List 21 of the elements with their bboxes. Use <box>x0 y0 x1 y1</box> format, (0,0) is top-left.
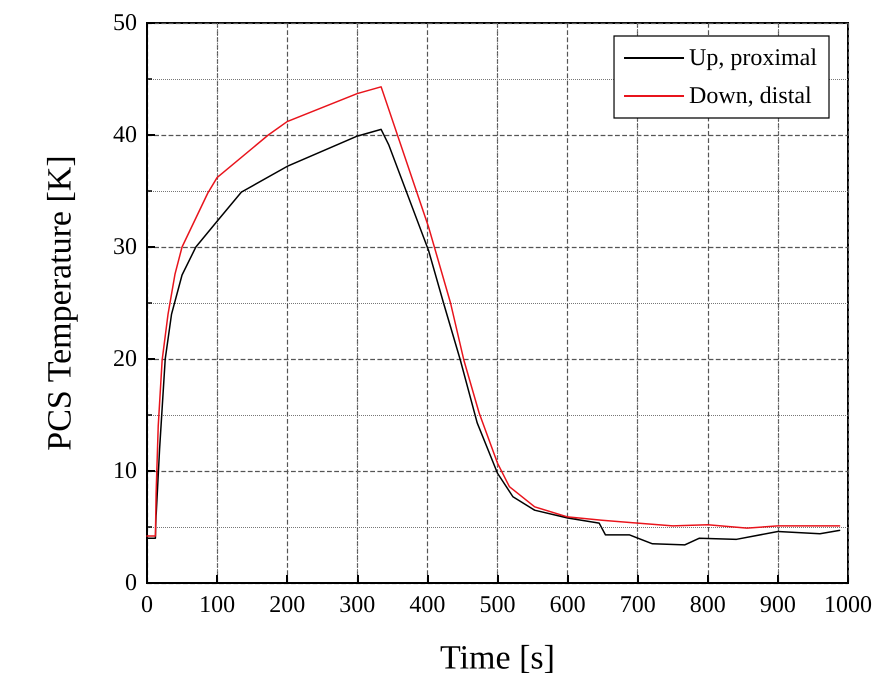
x-tick-label: 500 <box>480 592 516 618</box>
y-tick-label: 50 <box>113 10 137 36</box>
x-tick-label: 900 <box>760 592 796 618</box>
x-axis-title: Time [s] <box>440 640 555 676</box>
x-tick-label: 100 <box>199 592 236 618</box>
y-tick-label: 40 <box>113 122 137 148</box>
x-tick-label: 1000 <box>824 592 872 618</box>
x-tick-label: 300 <box>339 592 376 618</box>
legend-label: Up, proximal <box>689 45 818 71</box>
y-tick-label: 20 <box>113 346 137 372</box>
x-tick-label: 0 <box>141 592 153 618</box>
y-tick-label: 30 <box>113 234 137 260</box>
y-axis-title: PCS Temperature [K] <box>42 155 78 451</box>
x-tick-label: 800 <box>690 592 726 618</box>
x-tick-label: 200 <box>269 592 306 618</box>
x-tick-label: 700 <box>620 592 656 618</box>
legend-label: Down, distal <box>689 83 812 109</box>
x-tick-label: 600 <box>550 592 586 618</box>
y-tick-label: 0 <box>125 570 137 596</box>
x-tick-label: 400 <box>409 592 446 618</box>
y-tick-label: 10 <box>113 458 137 484</box>
